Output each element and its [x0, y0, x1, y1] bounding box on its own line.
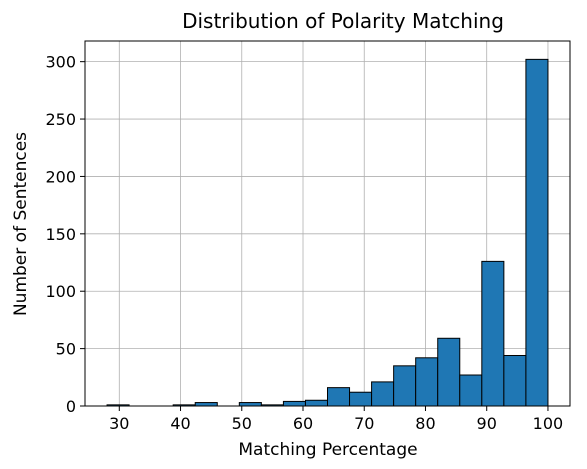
grid: [85, 41, 570, 407]
histogram-bar: [304, 399, 329, 407]
y-tick-label: 50: [56, 340, 76, 359]
x-axis-ticks: 30 40 50 60 70 80 90 100: [109, 406, 563, 433]
histogram-bar: [393, 365, 417, 407]
histogram-bar: [371, 381, 395, 407]
histogram-bar: [525, 58, 549, 407]
x-tick-label: 80: [415, 414, 435, 433]
histogram-bar: [481, 260, 505, 407]
x-tick-label: 50: [232, 414, 252, 433]
x-tick-label: 90: [477, 414, 497, 433]
y-axis-ticks: 0 50 100 150 200 250 300: [45, 53, 85, 416]
y-tick-label: 100: [45, 282, 76, 301]
histogram-bar: [415, 357, 439, 407]
histogram-bar: [327, 387, 351, 407]
y-tick-label: 300: [45, 53, 76, 72]
y-tick-label: 250: [45, 110, 76, 129]
chart-title: Distribution of Polarity Matching: [182, 9, 504, 33]
y-tick-label: 200: [45, 167, 76, 186]
x-tick-label: 30: [109, 414, 129, 433]
x-tick-label: 100: [533, 414, 564, 433]
histogram-bar: [459, 374, 483, 407]
y-tick-label: 150: [45, 225, 76, 244]
x-tick-label: 40: [170, 414, 190, 433]
bars: [106, 58, 549, 407]
histogram-bar: [238, 402, 262, 407]
histogram-bar: [437, 337, 461, 407]
x-axis-label: Matching Percentage: [238, 440, 417, 460]
histogram-bar: [349, 391, 373, 407]
histogram-bar: [194, 402, 218, 407]
y-axis-label: Number of Sentences: [11, 132, 31, 316]
histogram-bar: [282, 400, 306, 407]
x-tick-label: 70: [354, 414, 374, 433]
histogram-bar: [503, 354, 527, 407]
plot-frame: [84, 40, 571, 407]
x-tick-label: 60: [293, 414, 313, 433]
y-tick-label: 0: [66, 397, 76, 416]
